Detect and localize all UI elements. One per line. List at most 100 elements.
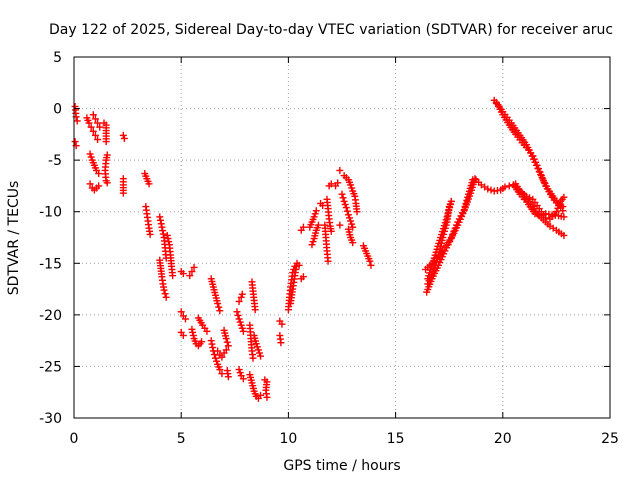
data-point <box>464 193 472 201</box>
data-point <box>341 200 349 208</box>
y-axis-label: SDTVAR / TECUs <box>6 181 22 296</box>
data-point <box>169 272 177 280</box>
data-point <box>237 321 245 329</box>
y-tick-label: -20 <box>39 308 62 324</box>
data-point <box>236 318 244 326</box>
data-point <box>339 194 347 202</box>
data-point <box>462 199 470 207</box>
data-point <box>451 224 459 232</box>
data-point <box>237 293 245 301</box>
data-point <box>528 152 536 160</box>
data-point <box>554 204 562 212</box>
data-point <box>531 210 539 218</box>
data-point <box>534 164 542 172</box>
data-point <box>342 204 350 212</box>
data-point <box>89 111 97 119</box>
x-tick-label: 0 <box>70 431 79 447</box>
data-point <box>560 213 568 221</box>
data-point <box>336 221 344 229</box>
data-point <box>189 331 197 339</box>
data-point <box>188 325 196 333</box>
data-point <box>347 217 355 225</box>
y-tick-label: -15 <box>39 256 62 272</box>
data-point <box>263 393 271 401</box>
data-point <box>559 203 567 211</box>
data-point <box>160 286 168 294</box>
data-point <box>203 327 211 335</box>
data-point <box>446 200 454 208</box>
data-point <box>179 270 187 278</box>
data-point <box>235 366 243 374</box>
data-point <box>222 346 230 354</box>
data-point <box>165 238 173 246</box>
data-point <box>457 212 465 220</box>
data-point <box>444 210 452 218</box>
data-point <box>164 235 172 243</box>
data-point <box>348 220 356 228</box>
data-point <box>181 315 189 323</box>
grid <box>74 57 610 418</box>
data-point <box>327 180 335 188</box>
data-point <box>71 138 79 146</box>
data-point <box>530 155 538 163</box>
data-point <box>119 189 127 197</box>
data-point <box>188 268 196 276</box>
data-point <box>447 234 455 241</box>
data-point <box>249 354 257 362</box>
data-point <box>344 211 352 219</box>
data-point <box>531 158 539 166</box>
data-point <box>366 257 374 265</box>
data-point <box>215 303 223 311</box>
data-point <box>254 346 262 354</box>
data-point <box>208 340 216 348</box>
data-point <box>560 193 568 201</box>
data-point <box>212 354 220 362</box>
data-point <box>189 328 197 336</box>
data-point <box>86 180 94 188</box>
data-point <box>255 349 263 357</box>
x-tick-labels: 0 5 10 15 20 25 <box>70 431 619 447</box>
data-point <box>213 357 221 365</box>
data-point <box>177 308 185 316</box>
data-point <box>179 331 187 339</box>
data-point <box>239 375 247 383</box>
data-point <box>235 315 243 323</box>
data-point <box>487 186 495 194</box>
data-point <box>534 211 542 219</box>
data-point <box>334 179 342 187</box>
data-point <box>89 127 97 135</box>
y-tick-label: -25 <box>39 359 62 375</box>
data-point <box>299 223 307 231</box>
data-point <box>353 208 361 216</box>
data-point <box>207 337 215 345</box>
x-tick-label: 15 <box>387 431 405 447</box>
data-point <box>119 131 127 139</box>
data-point <box>348 184 356 192</box>
data-point <box>159 227 167 235</box>
data-point <box>299 273 307 281</box>
data-point <box>156 216 164 224</box>
data-point <box>214 347 222 355</box>
data-point <box>102 138 110 146</box>
data-point <box>293 259 301 267</box>
data-points <box>71 96 568 402</box>
data-point <box>311 210 319 218</box>
x-axis-label: GPS time / hours <box>283 458 400 474</box>
data-point <box>159 230 167 238</box>
data-point <box>222 335 230 343</box>
data-point <box>449 230 457 238</box>
data-point <box>223 338 231 346</box>
data-point <box>73 117 81 125</box>
data-point <box>484 185 492 193</box>
data-point <box>218 353 226 361</box>
data-point <box>555 201 563 209</box>
y-tick-label: -5 <box>48 153 62 169</box>
data-point <box>163 231 171 239</box>
data-point <box>327 227 335 235</box>
y-tick-labels: -30 -25 -20 -15 -10 -5 0 5 <box>39 50 62 427</box>
data-point <box>236 369 244 377</box>
data-point <box>257 352 265 360</box>
y-tick-label: 0 <box>53 102 62 118</box>
data-point <box>87 153 95 161</box>
